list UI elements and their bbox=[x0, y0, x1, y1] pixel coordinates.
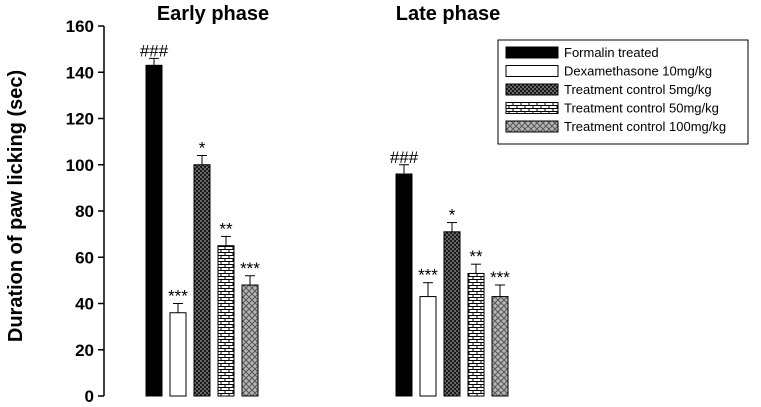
significance-label: * bbox=[449, 206, 456, 225]
legend: Formalin treated Dexamethasone 10mg/kg Tre… bbox=[497, 39, 749, 145]
y-tick-label: 80 bbox=[75, 202, 94, 221]
y-tick-label: 40 bbox=[75, 295, 94, 314]
group-label: Early phase bbox=[157, 3, 269, 25]
bar bbox=[217, 245, 235, 397]
legend-label: Treatment control 100mg/kg bbox=[564, 119, 726, 134]
bar bbox=[145, 64, 163, 397]
y-tick-label: 160 bbox=[66, 17, 94, 36]
legend-label: Treatment control 50mg/kg bbox=[564, 101, 719, 116]
y-tick-label: 120 bbox=[66, 110, 94, 129]
legend-label: Treatment control 5mg/kg bbox=[564, 82, 712, 97]
legend-swatch bbox=[505, 120, 559, 133]
significance-label: *** bbox=[240, 259, 260, 278]
significance-label: *** bbox=[490, 268, 510, 287]
y-tick-label: 100 bbox=[66, 156, 94, 175]
bar bbox=[419, 296, 437, 397]
y-tick-label: 60 bbox=[75, 248, 94, 267]
significance-label: ** bbox=[469, 247, 483, 266]
significance-label: ### bbox=[390, 148, 419, 167]
legend-label: Dexamethasone 10mg/kg bbox=[564, 64, 712, 79]
group-label: Late phase bbox=[396, 3, 500, 25]
y-tick-label: 0 bbox=[85, 387, 94, 406]
legend-label: Formalin treated bbox=[564, 45, 659, 60]
legend-swatch bbox=[505, 83, 559, 96]
y-tick-label: 20 bbox=[75, 341, 94, 360]
bar bbox=[443, 231, 461, 397]
bar bbox=[395, 173, 413, 397]
legend-swatch bbox=[505, 102, 559, 114]
y-tick-label: 140 bbox=[66, 63, 94, 82]
significance-label: *** bbox=[418, 266, 438, 285]
significance-label: ** bbox=[219, 219, 233, 238]
bar bbox=[169, 312, 187, 397]
significance-label: * bbox=[199, 139, 206, 158]
bar bbox=[467, 272, 485, 397]
bar bbox=[193, 164, 211, 397]
legend-swatch bbox=[505, 65, 559, 77]
bar bbox=[491, 296, 509, 397]
significance-label: ### bbox=[140, 41, 169, 60]
bar bbox=[241, 284, 259, 397]
significance-label: *** bbox=[168, 287, 188, 306]
legend-swatch bbox=[505, 46, 559, 59]
y-axis-label: Duration of paw licking (sec) bbox=[5, 70, 27, 342]
